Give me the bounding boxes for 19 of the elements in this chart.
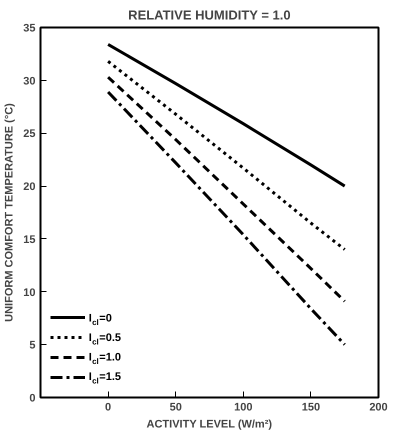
line-series [106,42,346,188]
y-tick-label: 10 [23,286,36,299]
x-tick-label: 100 [234,402,252,414]
y-tick-label: 35 [23,22,36,34]
y-tick-label: 5 [29,340,36,352]
y-tick-label: 15 [23,234,36,246]
line-series [106,60,346,251]
x-tick-label: 150 [302,402,320,414]
x-tick-label: 0 [105,402,112,414]
y-tick-label: 25 [23,128,36,140]
y-tick-label: 20 [23,181,36,194]
x-axis-title: ACTIVITY LEVEL (W/m²) [146,418,272,430]
x-tick-label: 50 [170,402,182,414]
line-series [106,76,346,303]
x-tick-label: 200 [369,402,388,414]
y-tick-label: 0 [29,392,36,404]
y-axis-title: UNIFORM COMFORT TEMPERATURE (°C) [3,102,16,322]
y-tick-label: 30 [23,75,36,88]
chart-title: RELATIVE HUMIDITY = 1.0 [128,8,291,22]
